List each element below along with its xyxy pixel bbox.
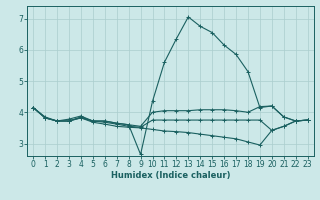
X-axis label: Humidex (Indice chaleur): Humidex (Indice chaleur) [111, 171, 230, 180]
